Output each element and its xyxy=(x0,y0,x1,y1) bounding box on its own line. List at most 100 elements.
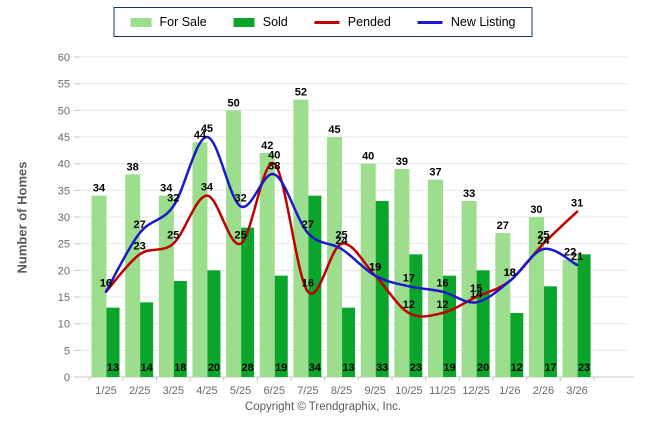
pended-value-label: 19 xyxy=(369,262,381,274)
for-sale-value-label: 33 xyxy=(463,188,475,200)
bar-sold xyxy=(274,275,288,377)
pended-value-label: 31 xyxy=(571,198,583,210)
new-listing-value-label: 27 xyxy=(134,219,146,231)
bar-for-sale xyxy=(428,179,443,377)
bar-for-sale xyxy=(91,195,107,377)
new-listing-value-label: 27 xyxy=(302,219,314,231)
sold-value-label: 23 xyxy=(578,362,590,374)
sold-value-label: 18 xyxy=(174,362,186,374)
legend-item-new-listing: New Listing xyxy=(417,15,516,29)
pended-value-label: 16 xyxy=(100,278,112,290)
x-tick-label: 1/25 xyxy=(95,385,116,397)
legend-label-new-listing: New Listing xyxy=(450,15,516,29)
x-tick-label: 3/26 xyxy=(566,385,587,397)
for-sale-value-label: 39 xyxy=(396,156,408,168)
x-tick-label: 3/25 xyxy=(163,385,184,397)
pended-value-label: 34 xyxy=(201,182,214,194)
y-tick-label: 40 xyxy=(58,159,70,171)
x-tick-label: 9/25 xyxy=(364,385,385,397)
for-sale-value-label: 37 xyxy=(429,167,441,179)
bar-sold xyxy=(543,286,557,377)
for-sale-value-label: 45 xyxy=(328,124,340,136)
bar-for-sale xyxy=(259,153,275,377)
for-sale-value-label: 52 xyxy=(295,87,307,99)
sold-value-label: 23 xyxy=(410,362,422,374)
bar-sold xyxy=(106,307,120,377)
copyright-text: Copyright © Trendgraphix, Inc. xyxy=(244,401,402,413)
for-sale-value-label: 30 xyxy=(530,204,542,216)
x-tick-label: 5/25 xyxy=(230,385,251,397)
pended-line xyxy=(104,162,579,318)
x-tick-label: 2/25 xyxy=(129,385,150,397)
bar-sold xyxy=(207,270,221,377)
sold-value-label: 12 xyxy=(511,362,523,374)
new-listing-value-label: 19 xyxy=(369,262,381,274)
y-tick-label: 35 xyxy=(58,185,70,197)
y-tick-label: 15 xyxy=(58,292,70,304)
bar-sold xyxy=(140,302,154,377)
x-tick-label: 11/25 xyxy=(429,385,456,397)
new-listing-value-label: 45 xyxy=(201,123,213,135)
y-tick-label: 10 xyxy=(58,319,70,331)
for-sale-value-label: 38 xyxy=(127,161,139,173)
y-tick-label: 5 xyxy=(64,345,70,357)
bar-for-sale xyxy=(562,259,578,377)
for-sale-value-label: 42 xyxy=(261,140,273,152)
bar-sold xyxy=(443,275,456,377)
pended-line-swatch-icon xyxy=(314,20,340,24)
pended-value-label: 12 xyxy=(436,299,448,311)
new-listing-value-label: 24 xyxy=(537,235,550,247)
new-listing-value-label: 32 xyxy=(234,192,246,204)
for-sale-value-label: 27 xyxy=(497,220,509,232)
pended-value-label: 25 xyxy=(537,230,549,242)
sold-value-label: 33 xyxy=(376,362,388,374)
for-sale-value-label: 34 xyxy=(160,183,173,195)
new-listing-value-label: 14 xyxy=(470,288,483,300)
x-tick-label: 10/25 xyxy=(395,385,423,397)
bar-sold xyxy=(476,270,490,377)
bar-sold xyxy=(577,254,591,377)
new-listing-value-label: 24 xyxy=(335,235,348,247)
bar-sold xyxy=(375,201,389,377)
y-tick-label: 25 xyxy=(58,239,70,251)
sold-value-label: 19 xyxy=(275,362,287,374)
legend-label-for-sale: For Sale xyxy=(159,15,207,29)
for-sale-value-label: 40 xyxy=(362,151,374,163)
sold-value-label: 20 xyxy=(477,362,489,374)
new-listing-value-label: 18 xyxy=(504,267,516,279)
for-sale-value-label: 50 xyxy=(227,97,239,109)
x-tick-label: 8/25 xyxy=(331,385,352,397)
for-sale-value-label: 34 xyxy=(93,183,106,195)
pended-value-label: 25 xyxy=(234,230,246,242)
y-tick-label: 30 xyxy=(58,212,70,224)
new-listing-value-label: 16 xyxy=(100,278,112,290)
pended-value-label: 12 xyxy=(403,299,415,311)
bar-for-sale xyxy=(125,174,141,377)
sold-value-label: 13 xyxy=(342,362,354,374)
bar-for-sale xyxy=(158,195,174,377)
bar-sold xyxy=(342,307,356,377)
y-tick-label: 55 xyxy=(58,79,70,91)
y-tick-label: 60 xyxy=(58,52,70,64)
bar-for-sale xyxy=(495,233,511,377)
x-tick-label: 12/25 xyxy=(462,385,490,397)
bar-for-sale xyxy=(226,110,242,377)
pended-value-label: 23 xyxy=(134,240,146,252)
bar-for-sale xyxy=(461,201,477,377)
y-tick-label: 20 xyxy=(58,265,70,277)
bar-for-sale xyxy=(327,137,343,377)
new-listing-value-label: 21 xyxy=(571,251,583,263)
new-listing-line xyxy=(104,135,579,304)
bar-for-sale xyxy=(192,142,208,377)
y-tick-label: 45 xyxy=(58,132,70,144)
bar-for-sale xyxy=(394,169,410,377)
sold-value-label: 17 xyxy=(544,362,556,374)
pended-value-label: 18 xyxy=(504,267,516,279)
for-sale-value-label: 22 xyxy=(564,247,576,259)
sold-value-label: 20 xyxy=(208,362,220,374)
legend-item-pended: Pended xyxy=(314,15,391,29)
pended-value-label: 16 xyxy=(302,278,314,290)
sold-swatch-icon xyxy=(233,17,255,27)
